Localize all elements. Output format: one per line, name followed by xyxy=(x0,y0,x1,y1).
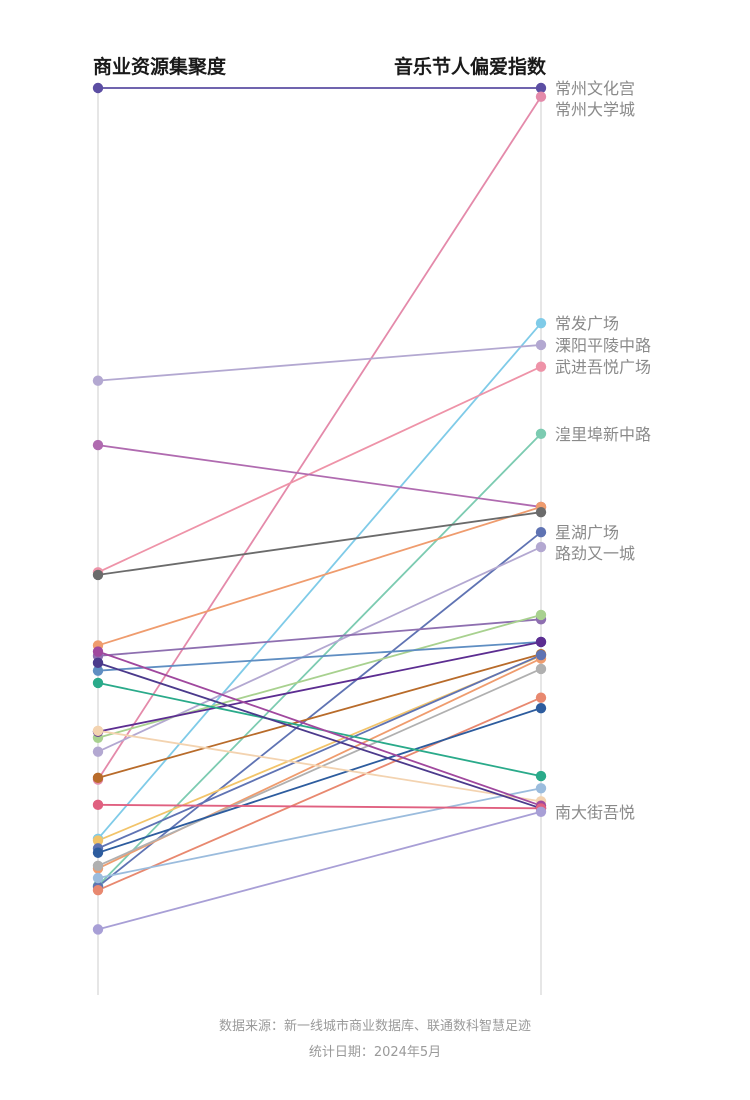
series-point-left-20 xyxy=(92,884,104,896)
series-line-11 xyxy=(97,618,542,657)
series-line-23 xyxy=(97,787,542,879)
series-line-15 xyxy=(97,653,542,779)
series-point-left-6 xyxy=(92,439,104,451)
series-line-3 xyxy=(97,344,542,382)
series-point-right-2 xyxy=(535,317,547,329)
series-line-24 xyxy=(97,729,542,803)
series-line-6 xyxy=(97,444,542,508)
series-point-left-19 xyxy=(92,860,104,872)
series-point-left-25 xyxy=(92,646,104,657)
series-line-5 xyxy=(97,433,542,887)
series-point-left-24 xyxy=(92,725,104,736)
series-point-left-15 xyxy=(92,772,104,784)
series-label-3: 溧阳平陵中路 xyxy=(555,336,651,355)
series-point-right-5 xyxy=(535,428,547,439)
series-line-4 xyxy=(97,365,542,574)
series-label-10: 路劲又一城 xyxy=(555,544,635,563)
series-line-26 xyxy=(97,662,542,810)
series-point-left-16 xyxy=(92,835,104,846)
series-label-2: 常发广场 xyxy=(555,314,619,333)
series-label-0: 常州文化宫 xyxy=(555,79,635,98)
series-point-left-8 xyxy=(92,569,104,581)
series-label-9: 星湖广场 xyxy=(555,523,619,542)
series-line-10 xyxy=(97,546,542,753)
series-line-27 xyxy=(97,803,542,810)
series-point-left-22 xyxy=(92,677,104,689)
series-line-13 xyxy=(97,641,542,672)
series-line-8 xyxy=(97,511,542,576)
series-label-5: 湟里埠新中路 xyxy=(555,425,651,444)
series-point-right-22 xyxy=(535,770,547,782)
series-point-right-14 xyxy=(535,636,547,648)
series-points xyxy=(92,82,547,935)
series-lines xyxy=(97,87,542,931)
series-point-right-9 xyxy=(535,527,547,538)
series-point-left-3 xyxy=(92,375,104,386)
series-point-left-0 xyxy=(92,82,104,94)
series-line-18 xyxy=(97,654,542,850)
series-line-14 xyxy=(97,641,542,733)
series-line-2 xyxy=(97,322,542,840)
series-point-right-10 xyxy=(535,541,547,553)
series-point-left-27 xyxy=(92,799,104,811)
series-point-right-19 xyxy=(535,663,547,675)
series-point-right-12 xyxy=(535,609,547,621)
series-line-28 xyxy=(97,810,542,931)
series-line-7 xyxy=(97,506,542,647)
series-end-labels: 常州文化宫常州大学城常发广场溧阳平陵中路武进吾悦广场湟里埠新中路星湖广场路劲又一… xyxy=(555,79,651,822)
series-point-right-18 xyxy=(535,649,547,661)
series-point-right-0 xyxy=(535,82,547,94)
series-line-19 xyxy=(97,668,542,867)
series-point-right-23 xyxy=(535,783,547,794)
series-point-left-26 xyxy=(92,657,104,669)
right-axis-title: 音乐节人偏爱指数 xyxy=(394,55,547,78)
data-source-note: 数据来源：新一线城市商业数据库、联通数科智慧足迹 xyxy=(218,1019,531,1034)
series-point-right-4 xyxy=(535,361,547,372)
series-point-left-10 xyxy=(92,746,104,757)
series-point-right-3 xyxy=(535,339,547,351)
series-label-4: 武进吾悦广场 xyxy=(555,358,651,377)
series-point-right-21 xyxy=(535,702,547,714)
series-point-left-13 xyxy=(92,665,104,676)
statistics-date-note: 统计日期：2024年5月 xyxy=(308,1045,442,1060)
series-line-21 xyxy=(97,707,542,854)
series-point-left-28 xyxy=(92,924,104,935)
series-line-25 xyxy=(97,650,542,807)
series-point-right-28 xyxy=(535,806,547,818)
series-point-left-21 xyxy=(92,847,104,858)
series-label-1: 常州大学城 xyxy=(555,100,635,119)
series-label-28: 南大街吾悦 xyxy=(555,803,635,822)
left-axis-title: 商业资源集聚度 xyxy=(93,55,227,78)
series-point-right-20 xyxy=(535,692,547,703)
series-point-left-23 xyxy=(92,872,104,884)
series-line-20 xyxy=(97,696,542,892)
series-point-right-1 xyxy=(535,91,547,102)
series-point-right-8 xyxy=(535,506,547,518)
series-line-9 xyxy=(97,531,542,888)
